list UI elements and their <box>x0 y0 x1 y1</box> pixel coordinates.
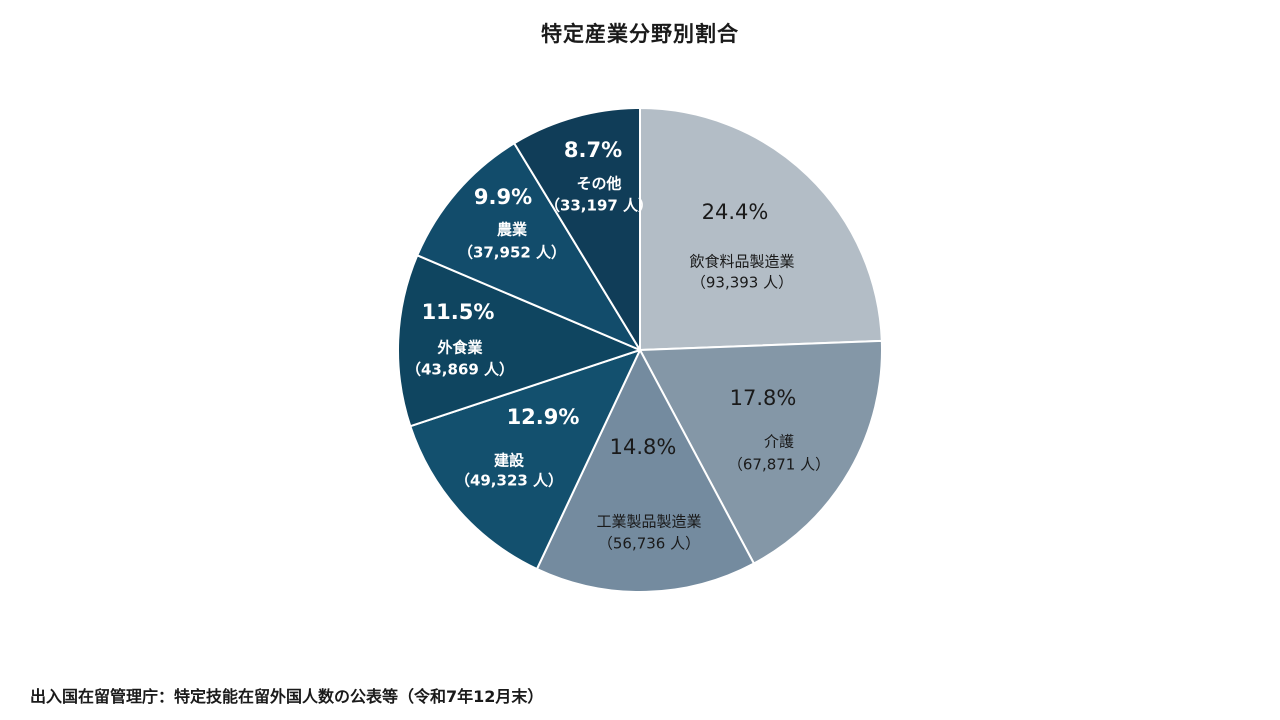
source-note: 出入国在留管理庁：特定技能在留外国人数の公表等（令和7年12月末） <box>30 687 544 706</box>
slice-category-label: 外食業 <box>436 339 483 357</box>
pie-slice <box>409 349 641 570</box>
slice-count-label: （49,323 人） <box>455 472 563 490</box>
pie-labels: 24.4% 飲食料品製造業 （93,393 人） 17.8% 介護 （67,871 人） 1… <box>406 138 830 553</box>
slice-category-label: 工業製品製造業 <box>596 513 701 531</box>
pie-slice <box>639 339 883 565</box>
slice-count-label: （93,393 人） <box>691 274 793 292</box>
slice-count-label: （43,869 人） <box>406 361 514 379</box>
pie-slice <box>513 107 641 351</box>
slice-category-label: 農業 <box>497 221 528 239</box>
slice-percent-label: 8.7% <box>564 138 622 162</box>
slice-percent-label: 14.8% <box>610 435 677 459</box>
pie-slice <box>639 107 883 351</box>
slice-count-label: （67,871 人） <box>728 456 830 474</box>
pie-slice <box>397 254 641 428</box>
slice-count-label: （33,197 人） <box>545 197 653 215</box>
pie-slice <box>416 142 641 351</box>
slice-percent-label: 24.4% <box>702 200 769 224</box>
slice-count-label: （37,952 人） <box>458 244 566 262</box>
slice-category-label: 介護 <box>764 433 794 451</box>
slice-percent-label: 12.9% <box>507 405 580 429</box>
slice-category-label: 飲食料品製造業 <box>689 253 794 271</box>
chart-title: 特定産業分野別割合 <box>541 22 739 46</box>
slice-percent-label: 17.8% <box>730 386 797 410</box>
pie-slices <box>397 107 883 593</box>
pie-slice <box>535 349 755 593</box>
slice-count-label: （56,736 人） <box>598 535 700 553</box>
slice-category-label: その他 <box>576 175 621 193</box>
slice-percent-label: 11.5% <box>422 300 495 324</box>
slice-category-label: 建設 <box>494 452 525 470</box>
slice-percent-label: 9.9% <box>474 185 532 209</box>
